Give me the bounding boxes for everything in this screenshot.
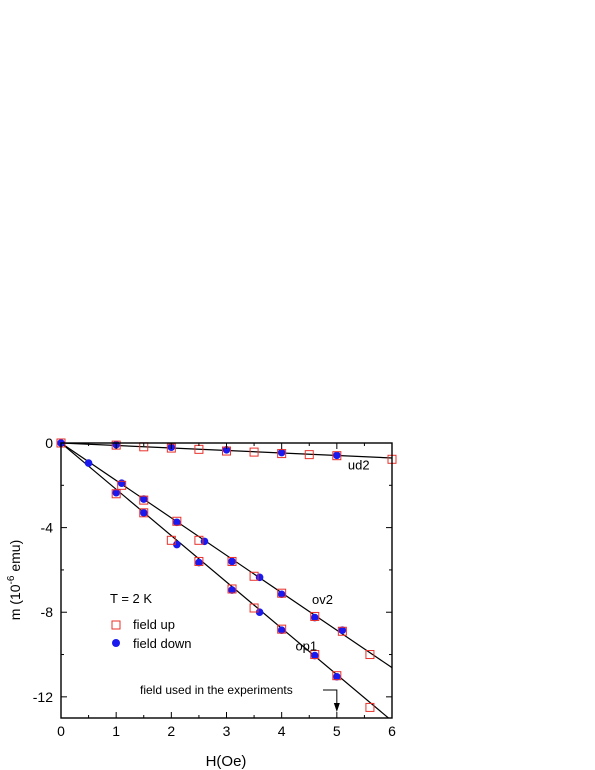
field-up-point: [365, 650, 375, 660]
field-up-point: [227, 584, 237, 594]
legend: field up field down: [111, 617, 192, 651]
legend-label-field-down: field down: [133, 636, 192, 651]
field-down-point: [277, 590, 286, 599]
experiment-field-annotation: field used in the experiments: [140, 683, 340, 712]
line-labels: ud2 ov2 op1: [295, 457, 369, 653]
field-up-point: [194, 556, 204, 566]
field-up-point: [139, 508, 149, 518]
legend-marker-field-down: [112, 639, 120, 647]
field-up-point: [194, 535, 204, 545]
x-tick-label: 6: [388, 723, 396, 739]
field-down-point: [277, 448, 286, 457]
field-up-point: [249, 603, 259, 613]
x-tick-label: 5: [333, 723, 341, 739]
x-tick-label: 1: [112, 723, 120, 739]
field-down-point: [277, 626, 286, 635]
field-up-point: [172, 516, 182, 526]
y-tick-label: 0: [45, 435, 53, 451]
x-tick-label: 2: [167, 723, 175, 739]
field-down-point: [112, 488, 120, 497]
field-up-point: [332, 451, 342, 461]
fit-line-label-ud2: ud2: [348, 457, 370, 472]
field-up-point: [310, 611, 320, 621]
experiment-field-arrow: [323, 689, 338, 705]
x-tick-label: 3: [223, 723, 231, 739]
y-tick-label: -12: [33, 689, 53, 705]
field-down-point: [228, 557, 236, 566]
field-up-point: [277, 624, 287, 634]
field-down-point: [222, 445, 231, 454]
legend-label-field-up: field up: [133, 617, 175, 632]
field-up-point: [227, 556, 237, 566]
field-down-point: [310, 613, 319, 622]
field-up-point: [365, 702, 375, 712]
field-down-point: [338, 626, 347, 635]
fit-line-label-op1: op1: [295, 638, 317, 653]
field-down-point: [173, 518, 181, 527]
x-tick-label: 0: [57, 723, 65, 739]
plot-frame: [60, 442, 393, 719]
y-axis-label: m (10-6 emu): [6, 540, 23, 621]
field-up-point: [117, 480, 127, 490]
field-up-point: [111, 489, 121, 499]
field-down-point: [333, 672, 341, 681]
field-up-point: [249, 571, 259, 581]
field-up-point: [332, 671, 342, 681]
field-down-point: [117, 479, 126, 487]
field-up-point: [304, 450, 314, 460]
field-up-point: [139, 495, 149, 505]
field-up-point: [249, 447, 259, 457]
y-axis-label-unit: emu): [7, 540, 23, 576]
field-up-point: [337, 626, 347, 636]
y-axis-label-exponent: -6: [6, 575, 17, 584]
y-axis-label-main: m (10: [7, 584, 23, 620]
legend-marker-field-up: [111, 620, 121, 630]
field-up-point: [166, 535, 176, 545]
fit-line-label-ov2: ov2: [312, 592, 333, 607]
experiment-field-text: field used in the experiments: [140, 683, 293, 697]
field-down-point: [139, 495, 148, 503]
field-up-point: [111, 440, 121, 450]
field-down-point: [228, 586, 236, 594]
field-up-point: [310, 650, 320, 660]
field-down-point: [333, 451, 341, 460]
x-axis-label: H(Oe): [206, 753, 247, 770]
y-tick-label: -8: [41, 604, 54, 620]
field-down-point: [139, 509, 148, 517]
y-tick-label: -4: [41, 520, 54, 536]
field-down-point: [310, 651, 319, 660]
field-up-point: [277, 588, 287, 598]
x-tick-label: 4: [278, 723, 286, 739]
temperature-annotation: T = 2 K: [110, 591, 152, 606]
field-up-point: [277, 449, 287, 459]
field-down-point: [195, 558, 203, 567]
experiment-field-arrowhead: [333, 703, 340, 712]
data-points: [56, 438, 397, 712]
field-down-point: [84, 459, 93, 467]
